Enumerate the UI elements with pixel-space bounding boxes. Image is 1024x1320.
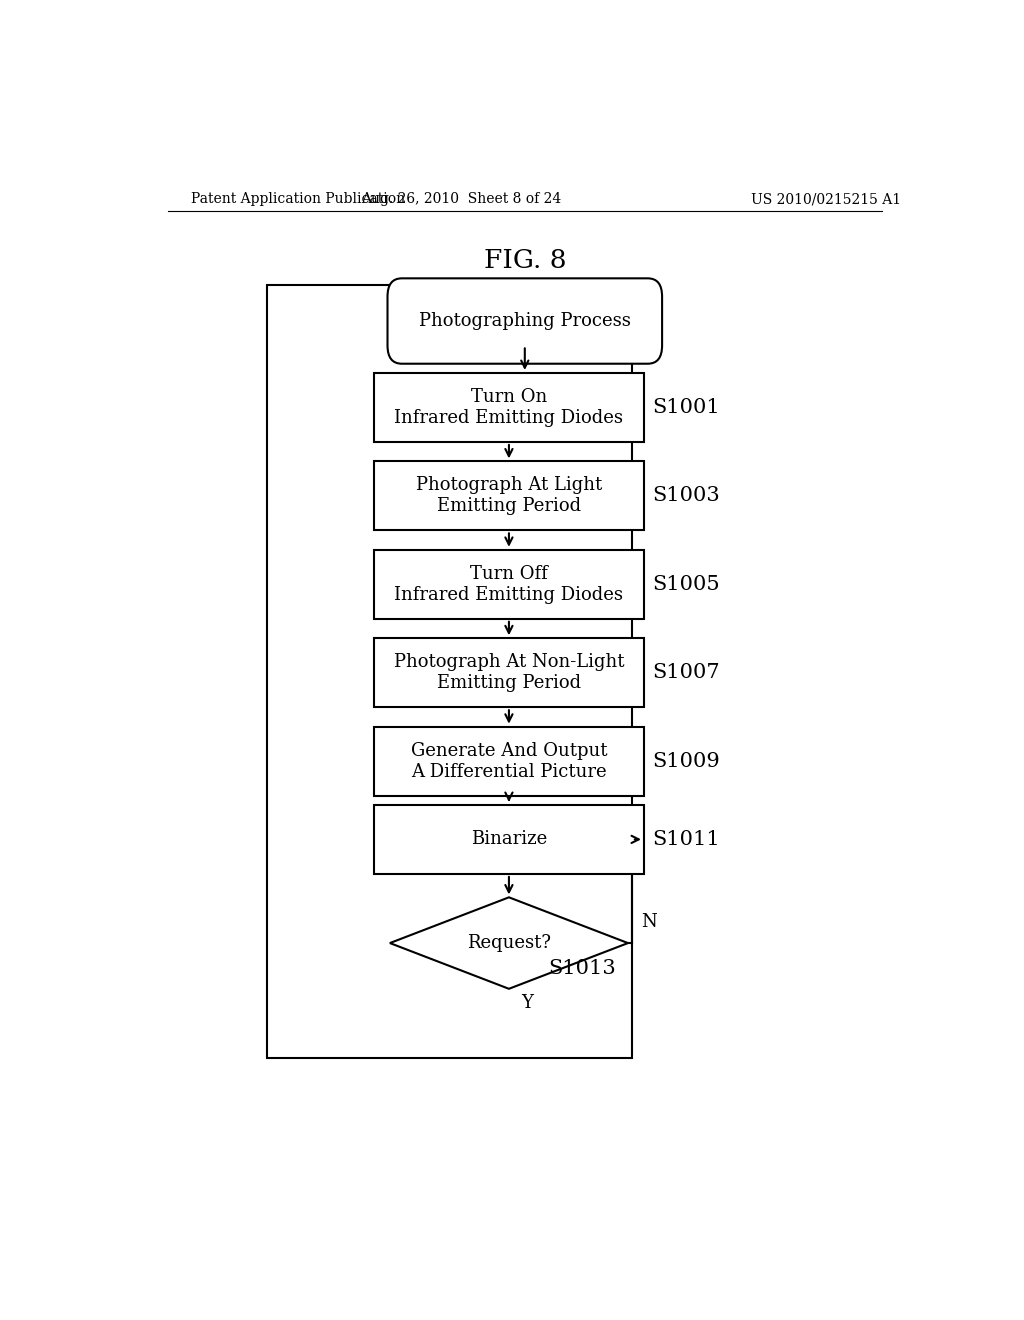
- Bar: [374, 638, 644, 708]
- FancyBboxPatch shape: [387, 279, 663, 364]
- Text: US 2010/0215215 A1: US 2010/0215215 A1: [752, 191, 901, 206]
- Bar: [374, 726, 644, 796]
- Text: FIG. 8: FIG. 8: [483, 248, 566, 272]
- Text: Generate And Output
A Differential Picture: Generate And Output A Differential Pictu…: [411, 742, 607, 780]
- Bar: [374, 805, 644, 874]
- Text: Photograph At Light
Emitting Period: Photograph At Light Emitting Period: [416, 477, 602, 515]
- Text: S1003: S1003: [652, 486, 720, 506]
- Text: N: N: [641, 913, 657, 931]
- Text: S1013: S1013: [549, 958, 616, 978]
- Bar: [374, 549, 644, 619]
- Polygon shape: [390, 898, 628, 989]
- Text: S1011: S1011: [652, 830, 720, 849]
- Text: Aug. 26, 2010  Sheet 8 of 24: Aug. 26, 2010 Sheet 8 of 24: [361, 191, 561, 206]
- Bar: [374, 461, 644, 531]
- Text: S1001: S1001: [652, 397, 720, 417]
- Text: Y: Y: [521, 994, 532, 1012]
- Text: Binarize: Binarize: [471, 830, 547, 849]
- Text: S1009: S1009: [652, 751, 720, 771]
- Text: Photographing Process: Photographing Process: [419, 312, 631, 330]
- Text: Request?: Request?: [467, 935, 551, 952]
- Text: Patent Application Publication: Patent Application Publication: [191, 191, 406, 206]
- Text: Photograph At Non-Light
Emitting Period: Photograph At Non-Light Emitting Period: [393, 653, 625, 692]
- Bar: [267, 285, 632, 1057]
- Text: Turn Off
Infrared Emitting Diodes: Turn Off Infrared Emitting Diodes: [394, 565, 624, 603]
- Text: S1007: S1007: [652, 663, 720, 682]
- Bar: [374, 372, 644, 442]
- Text: S1005: S1005: [652, 574, 720, 594]
- Text: Turn On
Infrared Emitting Diodes: Turn On Infrared Emitting Diodes: [394, 388, 624, 426]
